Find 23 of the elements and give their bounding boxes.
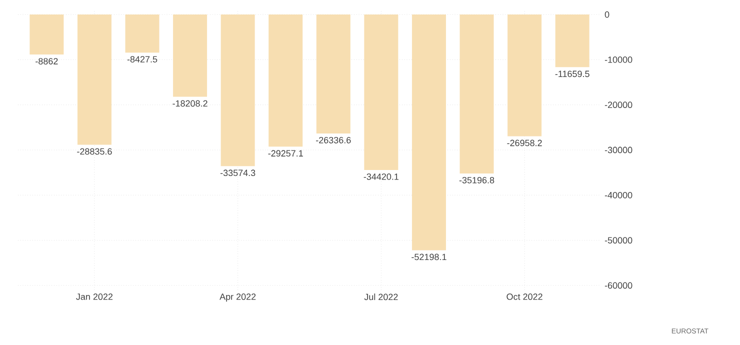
- data-label: -8862: [36, 58, 58, 64]
- data-label: -26958.2: [507, 140, 542, 146]
- x-tick-label: Oct 2022: [506, 294, 542, 300]
- data-label: -35196.8: [459, 176, 494, 184]
- y-tick-label: 0: [604, 11, 610, 18]
- x-tick-label: Jul 2022: [364, 294, 398, 300]
- data-label: -18208.2: [172, 100, 208, 107]
- data-label: -11659.5: [555, 70, 590, 78]
- data-label: -34420.1: [364, 173, 398, 180]
- data-label: -52198.1: [412, 254, 446, 260]
- data-label: -29257.1: [268, 150, 303, 157]
- x-tick-label: Jan 2022: [76, 294, 113, 300]
- data-label: -33574.3: [220, 170, 256, 176]
- y-tick-label: -10000: [604, 56, 632, 63]
- x-tick-label: Apr 2022: [220, 294, 256, 302]
- y-tick-label: -30000: [604, 146, 632, 154]
- data-label: -28835.6: [77, 148, 112, 155]
- y-tick-label: -20000: [604, 102, 632, 108]
- data-label: -8427.5: [127, 56, 158, 62]
- y-tick-label: -60000: [604, 282, 632, 289]
- data-label: -26336.6: [316, 136, 351, 144]
- y-tick-label: -40000: [604, 192, 632, 198]
- y-tick-label: -50000: [604, 237, 632, 244]
